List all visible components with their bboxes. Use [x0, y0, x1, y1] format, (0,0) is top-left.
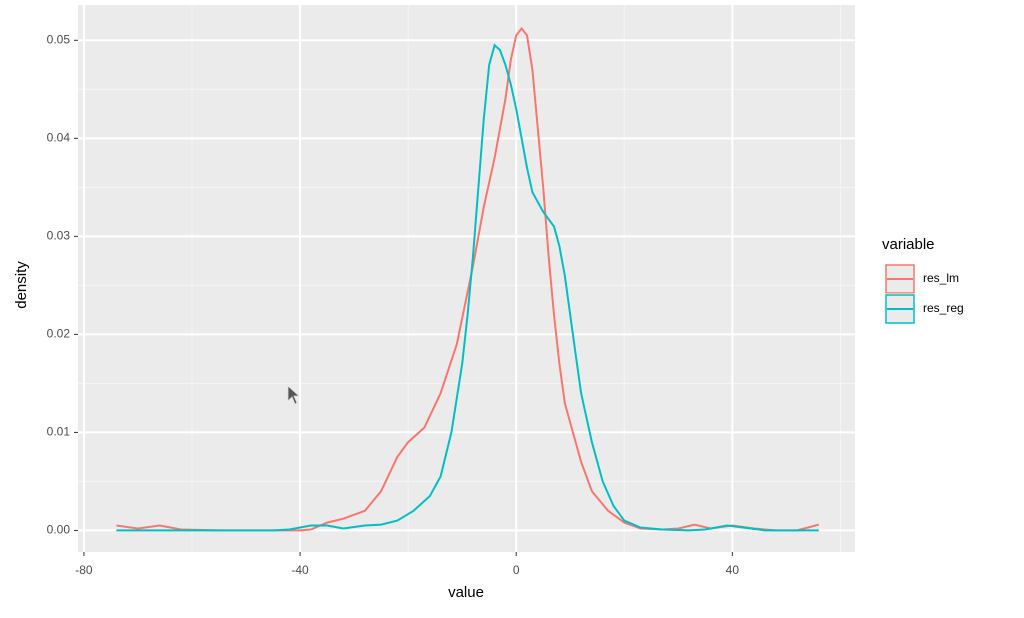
x-axis-title: value — [448, 584, 484, 601]
legend-key-box — [885, 264, 915, 294]
x-tick-label: 40 — [726, 563, 740, 577]
panel — [78, 5, 855, 552]
legend-title: variable — [882, 236, 935, 253]
y-tick-label: 0.00 — [47, 523, 71, 537]
y-tick-label: 0.03 — [47, 229, 71, 243]
density-line — [116, 26, 820, 532]
x-tick-label: 0 — [513, 563, 520, 577]
y-tick-label: 0.04 — [47, 130, 71, 144]
legend-label: res_lm — [923, 271, 959, 285]
y-tick-label: 0.05 — [47, 32, 71, 46]
legend-key-box — [885, 294, 915, 324]
y-tick-label: 0.02 — [47, 327, 71, 341]
y-tick-label: 0.01 — [47, 425, 71, 439]
y-axis-title: density — [13, 261, 30, 309]
density-line — [116, 43, 819, 532]
x-tick-label: -40 — [291, 563, 309, 577]
mouse-cursor — [287, 385, 301, 405]
legend-label: res_reg — [923, 301, 964, 315]
x-tick-label: -80 — [75, 563, 93, 577]
